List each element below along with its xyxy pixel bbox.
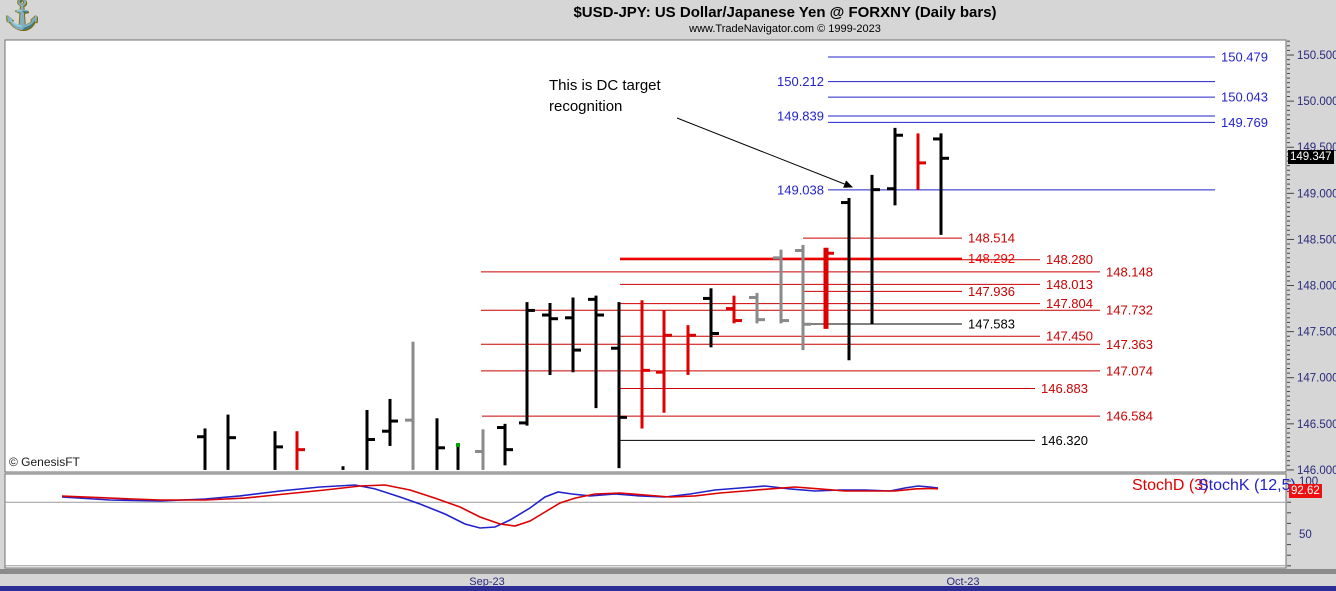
stoch-d-line — [61, 484, 939, 527]
y-axis-label: 149.000 — [1297, 188, 1336, 200]
price-level-label[interactable]: 150.043 — [1221, 90, 1268, 105]
price-level-label[interactable]: 149.769 — [1221, 115, 1268, 130]
bottom-scroll-strip[interactable] — [0, 586, 1336, 591]
annotation-line1: This is DC target — [549, 77, 661, 94]
y-axis-label: 146.000 — [1297, 465, 1336, 477]
price-level-label[interactable]: 146.320 — [1041, 433, 1088, 448]
stochd-legend-label[interactable]: StochD (3) — [1132, 477, 1209, 494]
signal-dot — [456, 443, 460, 448]
chart-title: $USD-JPY: US Dollar/Japanese Yen @ FORXN… — [573, 4, 997, 21]
panel-separator-bar — [0, 569, 1336, 574]
price-level-label[interactable]: 148.292 — [968, 251, 1015, 266]
price-level-label[interactable]: 148.514 — [968, 231, 1015, 246]
drawn-text-annotation[interactable]: This is DC target recognition — [549, 75, 729, 117]
price-level-label[interactable]: 148.013 — [1046, 277, 1093, 292]
y-axis-label: 150.500 — [1297, 50, 1336, 62]
stoch-value-badge: 92.62 — [1289, 484, 1322, 498]
y-axis-label: 147.500 — [1297, 327, 1336, 339]
price-level-label[interactable]: 147.804 — [1046, 296, 1093, 311]
price-level-label[interactable]: 149.839 — [777, 108, 824, 123]
price-level-label[interactable]: 150.212 — [777, 74, 824, 89]
stoch-axis-label: 50 — [1299, 529, 1312, 541]
price-level-label[interactable]: 149.038 — [777, 182, 824, 197]
price-panel — [4, 39, 1287, 473]
x-axis-label: Oct-23 — [946, 576, 979, 588]
price-level-label[interactable]: 147.583 — [968, 316, 1015, 331]
price-level-label[interactable]: 148.148 — [1106, 264, 1153, 279]
anchor-icon: ⚓ — [4, 0, 41, 31]
price-level-label[interactable]: 150.479 — [1221, 49, 1268, 64]
y-axis-label: 148.500 — [1297, 234, 1336, 246]
annotation-arrow[interactable] — [676, 117, 853, 188]
price-level-label[interactable]: 148.280 — [1046, 252, 1093, 267]
price-level-label[interactable]: 147.732 — [1106, 303, 1153, 318]
y-axis-label: 147.000 — [1297, 373, 1336, 385]
price-level-label[interactable]: 147.450 — [1046, 329, 1093, 344]
annotation-line2: recognition — [549, 98, 623, 115]
y-axis-label: 150.000 — [1297, 96, 1336, 108]
x-axis-label: Sep-23 — [469, 576, 504, 588]
stoch-panel — [4, 473, 1287, 569]
genesisft-watermark: © GenesisFT — [9, 455, 80, 469]
price-level-label[interactable]: 147.936 — [968, 284, 1015, 299]
price-level-label[interactable]: 146.584 — [1106, 409, 1153, 424]
y-axis-label: 146.500 — [1297, 419, 1336, 431]
price-level-label[interactable]: 147.074 — [1106, 363, 1153, 378]
y-axis-label: 148.000 — [1297, 281, 1336, 293]
last-price-badge: 149.347 — [1288, 150, 1334, 164]
chart-subtitle: www.TradeNavigator.com © 1999-2023 — [689, 23, 881, 35]
stochk-legend-label[interactable]: StochK (12,5) — [1198, 477, 1296, 494]
price-level-label[interactable]: 146.883 — [1041, 381, 1088, 396]
price-level-label[interactable]: 147.363 — [1106, 337, 1153, 352]
